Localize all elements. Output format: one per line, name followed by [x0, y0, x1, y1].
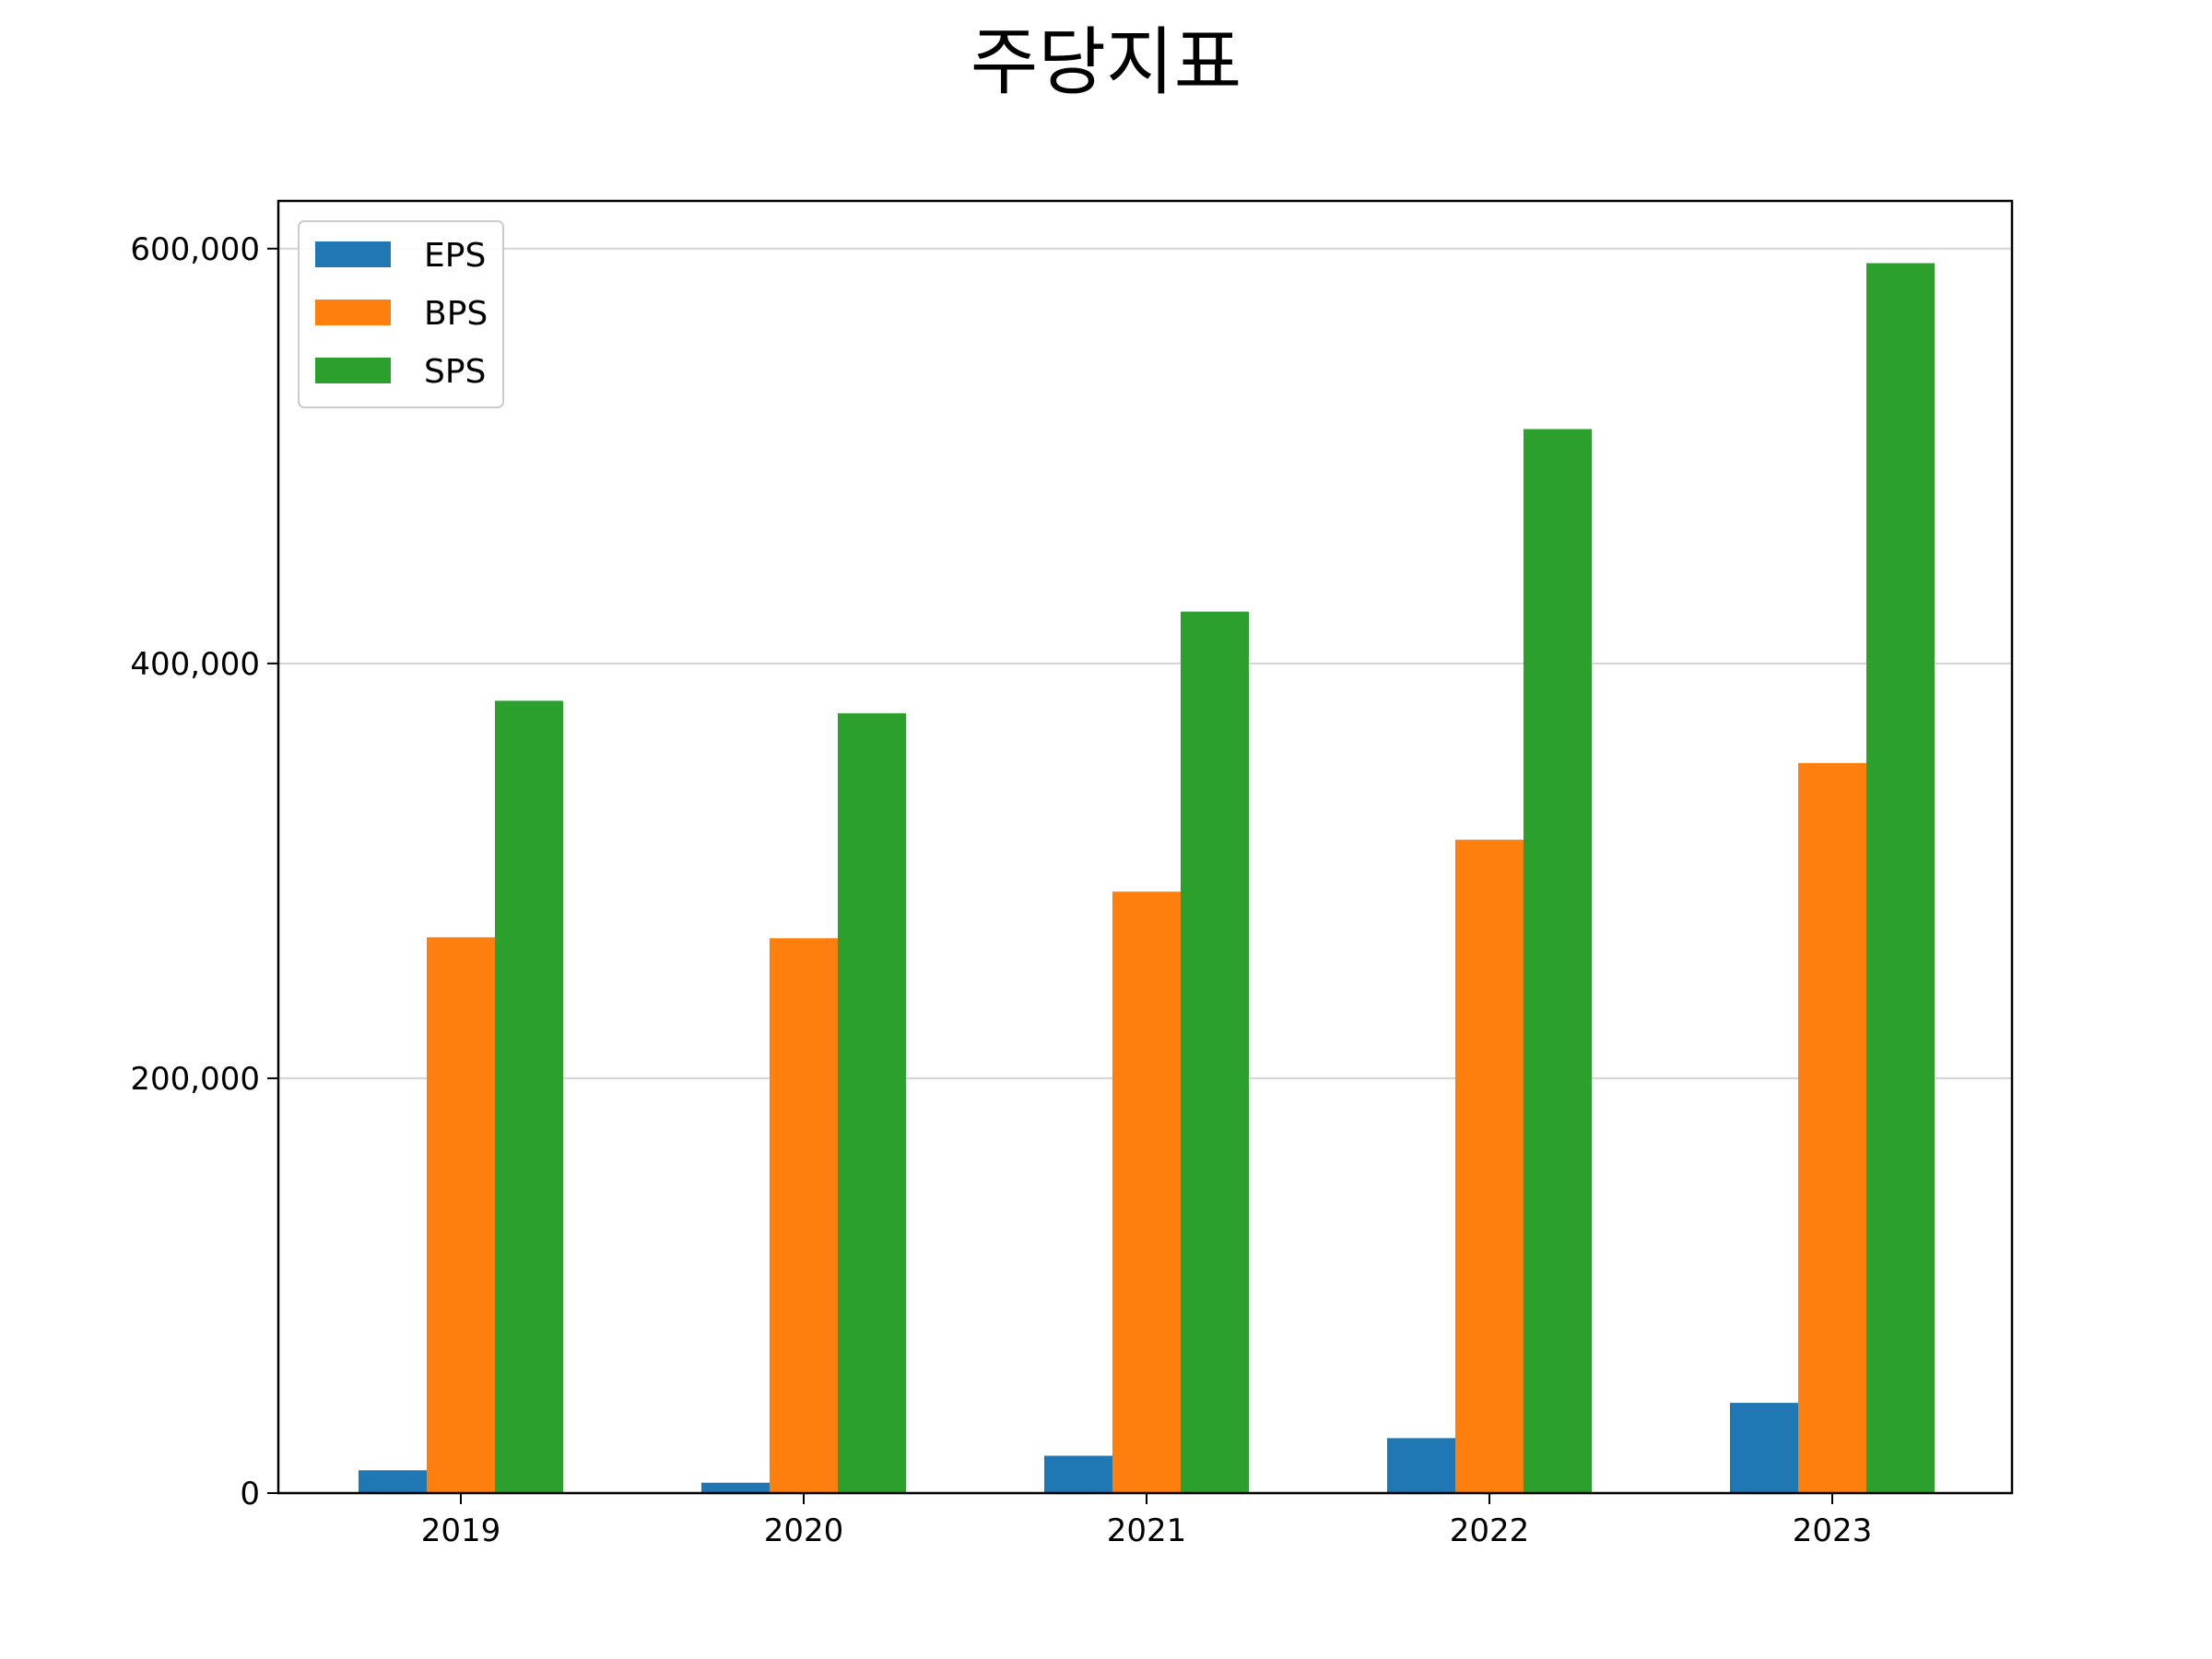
x-tick-label: 2023: [1793, 1512, 1873, 1549]
legend-swatch-bps: [315, 300, 391, 325]
bar-eps-2022: [1387, 1438, 1455, 1493]
bar-bps-2021: [1112, 891, 1181, 1493]
bar-bps-2020: [770, 938, 838, 1493]
y-tick-label: 400,000: [130, 646, 260, 683]
x-tick-label: 2019: [421, 1512, 501, 1549]
bar-bps-2022: [1455, 840, 1524, 1493]
bar-eps-2021: [1044, 1455, 1112, 1493]
bar-sps-2021: [1181, 611, 1249, 1493]
bar-eps-2020: [701, 1482, 770, 1493]
legend-swatch-sps: [315, 358, 391, 383]
legend: EPS BPS SPS: [298, 220, 504, 408]
legend-label-sps: SPS: [424, 353, 486, 391]
bar-bps-2023: [1798, 762, 1866, 1493]
bars: [359, 263, 1935, 1494]
x-axis: 2019 2020 2021 2022 2023: [421, 1493, 1873, 1549]
y-tick-label: 200,000: [130, 1061, 260, 1098]
y-tick-label: 600,000: [130, 231, 260, 268]
bar-sps-2023: [1866, 263, 1935, 1494]
y-tick-label: 0: [240, 1476, 260, 1512]
bar-bps-2019: [427, 936, 495, 1493]
legend-label-bps: BPS: [424, 295, 488, 333]
legend-swatch-eps: [315, 241, 391, 267]
bar-eps-2023: [1730, 1403, 1798, 1493]
bar-eps-2019: [359, 1470, 427, 1493]
x-tick-label: 2021: [1107, 1512, 1187, 1549]
bar-sps-2019: [495, 700, 563, 1493]
plot-frame: [276, 199, 2014, 1495]
x-tick-label: 2022: [1450, 1512, 1530, 1549]
bar-sps-2022: [1524, 429, 1592, 1493]
chart-title: 주당지표: [971, 19, 1241, 105]
y-axis: 0 200,000 400,000 600,000: [130, 231, 278, 1512]
bar-sps-2020: [838, 712, 906, 1493]
legend-label-eps: EPS: [424, 237, 486, 275]
x-tick-label: 2020: [764, 1512, 844, 1549]
